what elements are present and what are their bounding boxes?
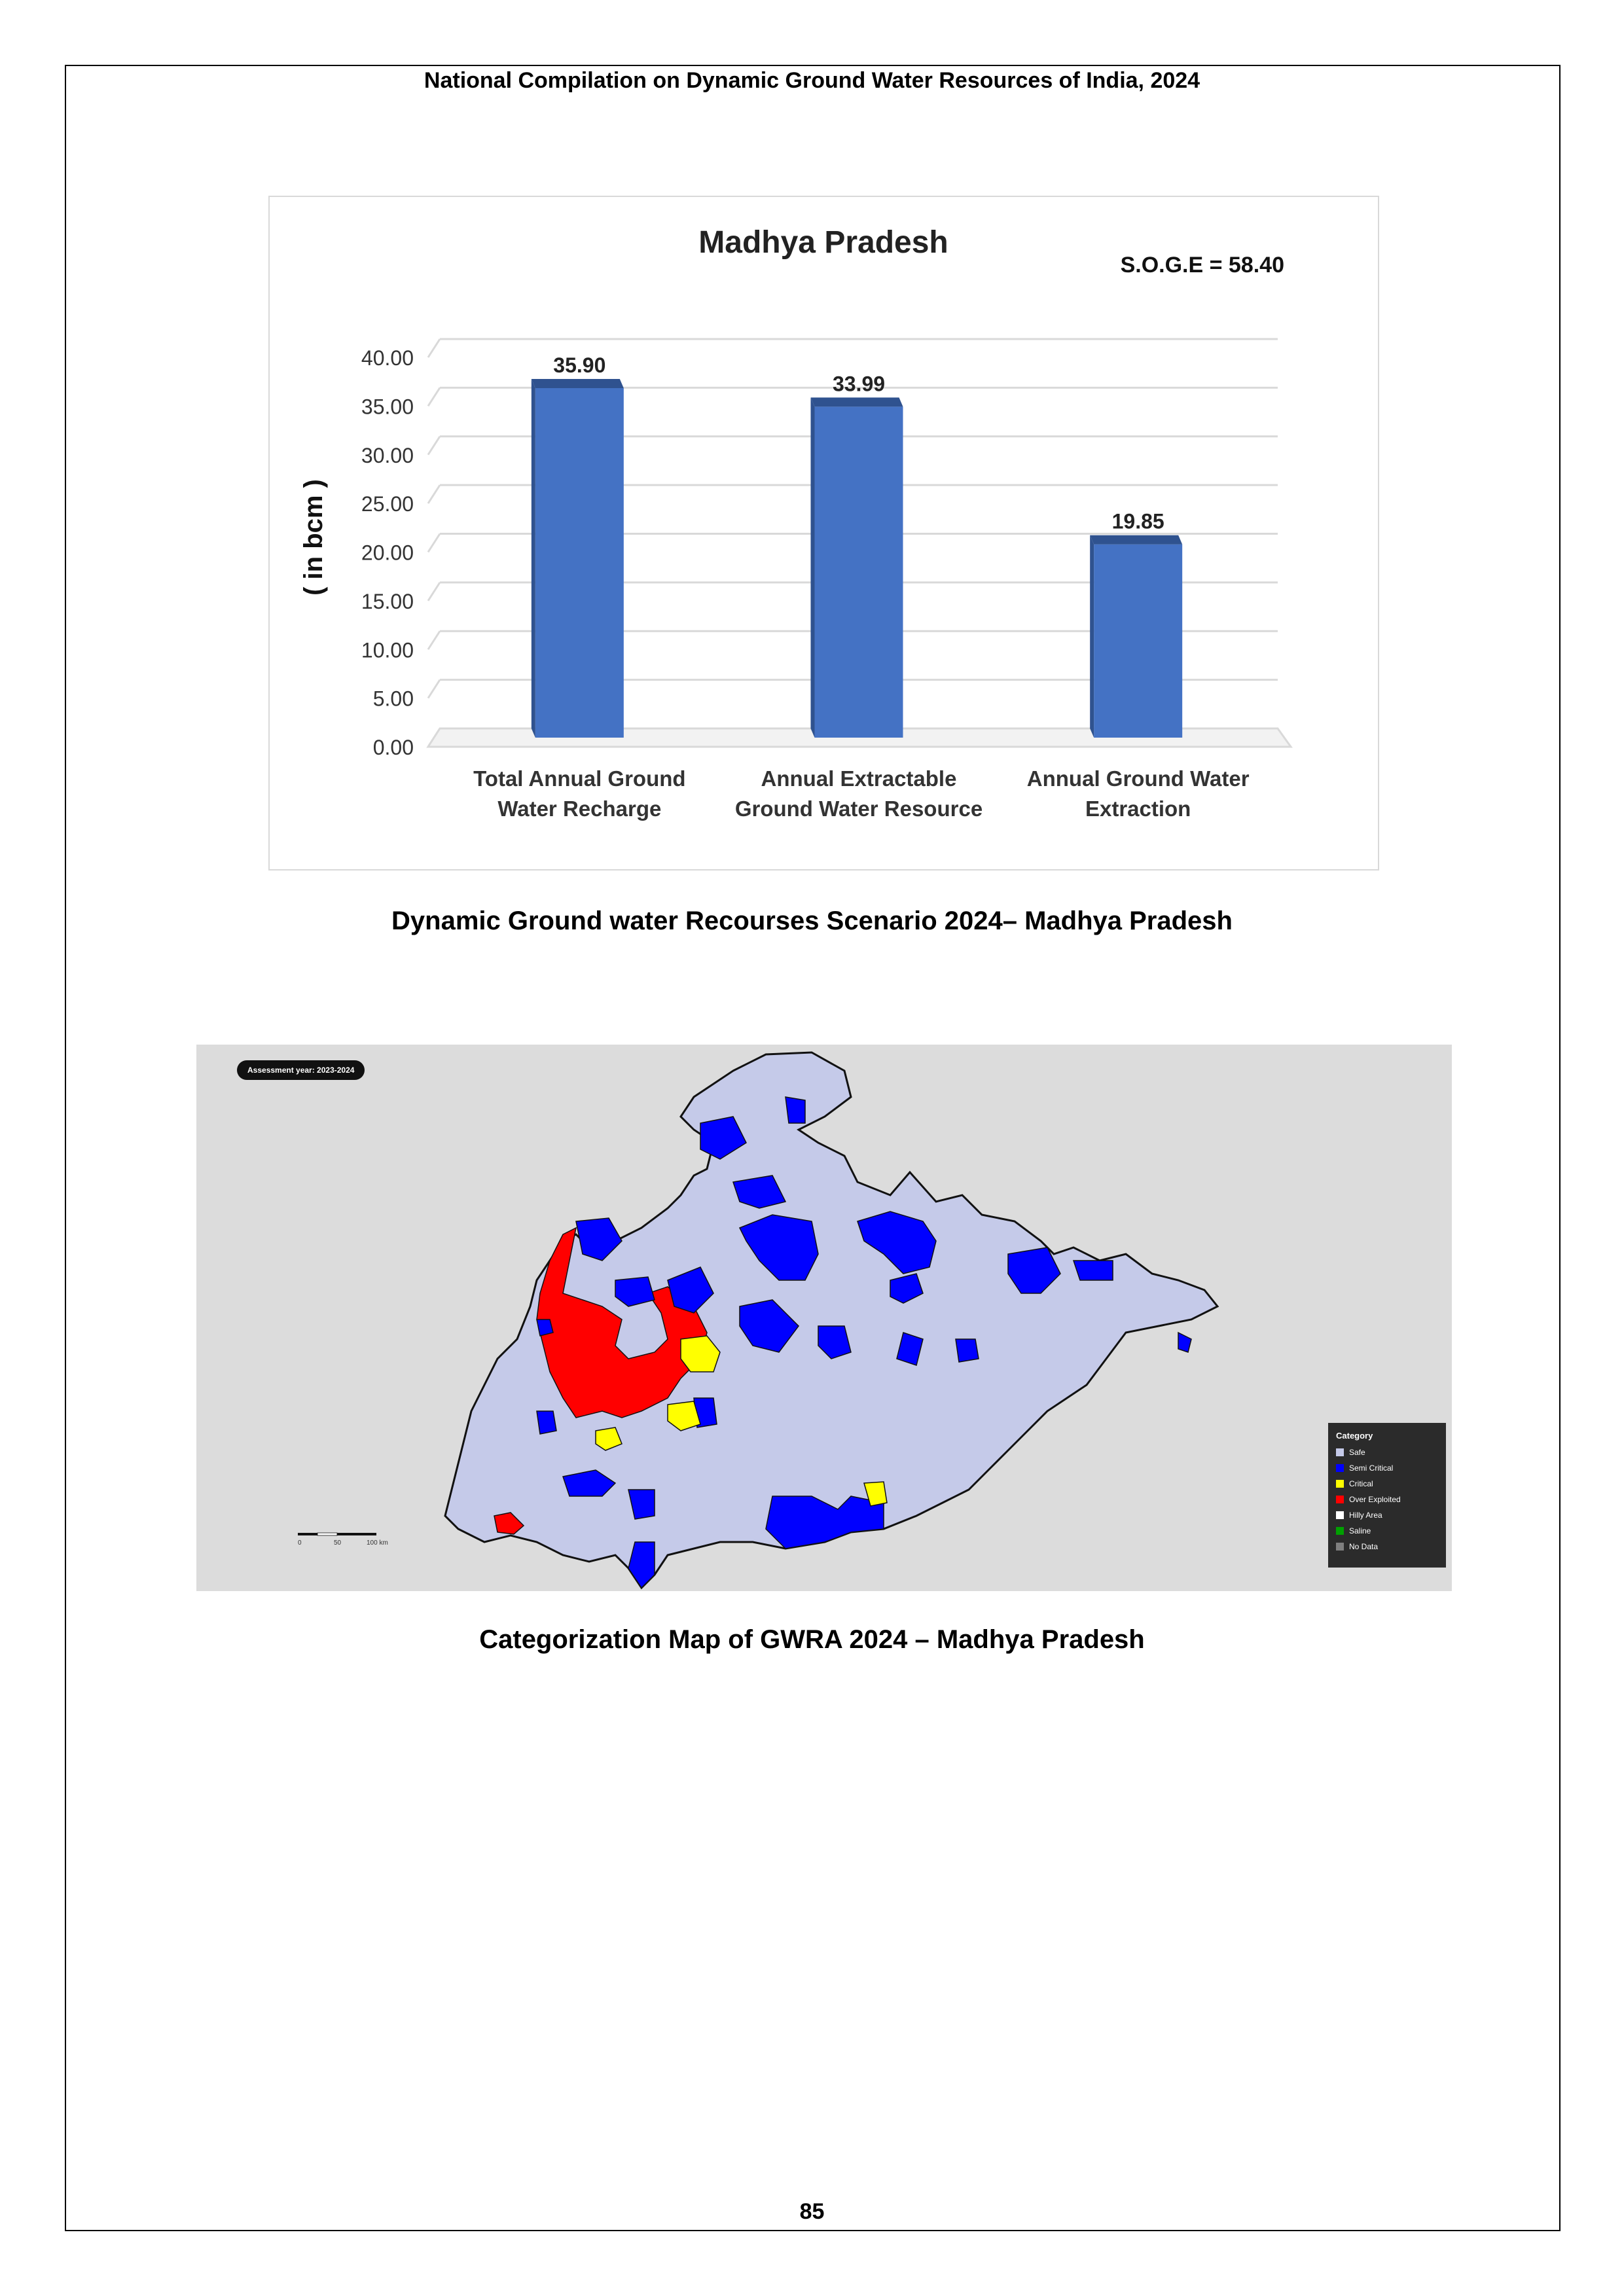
gridline-side — [427, 533, 441, 553]
y-tick-label: 10.00 — [361, 638, 414, 662]
bar — [1094, 544, 1183, 738]
y-tick-label: 15.00 — [361, 590, 414, 613]
legend-title: Category — [1336, 1431, 1373, 1441]
legend-item: Hilly Area — [1336, 1507, 1438, 1523]
category-label: Annual Extractable — [761, 766, 957, 791]
scale-label-50: 50 — [334, 1539, 342, 1547]
bar-value-label: 19.85 — [1112, 510, 1164, 533]
y-axis-label: ( in bcm ) — [299, 479, 328, 596]
legend-label: Saline — [1349, 1526, 1371, 1535]
gridline-side — [427, 338, 441, 358]
legend-item: Saline — [1336, 1523, 1438, 1539]
legend-item: Safe — [1336, 1444, 1438, 1460]
page-border — [65, 65, 1561, 2231]
legend-label: Hilly Area — [1349, 1511, 1382, 1520]
bar-value-label: 35.90 — [553, 353, 605, 377]
y-tick-label: 20.00 — [361, 541, 414, 565]
legend-item: No Data — [1336, 1539, 1438, 1554]
legend-item: Semi Critical — [1336, 1460, 1438, 1476]
gridline-side — [427, 679, 441, 699]
map-legend: Category Safe Semi Critical Critical Over E… — [1328, 1423, 1446, 1568]
y-tick-label: 5.00 — [373, 687, 414, 711]
legend-swatch — [1336, 1543, 1344, 1551]
legend-swatch — [1336, 1448, 1344, 1456]
category-label: Ground Water Resource — [735, 797, 983, 821]
bar-side — [810, 397, 815, 738]
y-tick-label: 0.00 — [373, 736, 414, 759]
regions-critical — [595, 1335, 888, 1507]
y-tick-label: 25.00 — [361, 492, 414, 516]
legend-swatch — [1336, 1464, 1344, 1472]
legend-label: Safe — [1349, 1448, 1365, 1457]
y-tick-label: 40.00 — [361, 346, 414, 370]
gridline-side — [427, 435, 441, 456]
chart-caption: Dynamic Ground water Recourses Scenario … — [391, 906, 1233, 935]
y-tick-label: 35.00 — [361, 395, 414, 418]
category-label: Extraction — [1085, 797, 1191, 821]
categorization-map: Assessment year: 2023-2024 — [196, 1045, 1452, 1591]
page-number: 85 — [799, 2199, 825, 2224]
soge-annotation: S.O.G.E = 58.40 — [1121, 253, 1284, 278]
gridline-side — [427, 484, 441, 504]
bar — [814, 406, 903, 738]
gridline-side — [427, 582, 441, 601]
chart-container: Madhya Pradesh S.O.G.E = 58.40 ( in bcm … — [268, 196, 1379, 870]
scale-label-0: 0 — [298, 1539, 302, 1547]
category-labels: Total Annual Ground Water Recharge Annual … — [473, 766, 1250, 821]
legend-swatch — [1336, 1496, 1344, 1503]
gridline-side — [427, 630, 441, 651]
legend-swatch — [1336, 1480, 1344, 1488]
bar-side — [531, 378, 535, 738]
category-label: Annual Ground Water — [1027, 766, 1250, 791]
y-ticks: 0.00 5.00 10.00 15.00 20.00 25.00 30.00 35.00 40… — [361, 346, 414, 759]
legend-label: Critical — [1349, 1479, 1373, 1488]
region-over-exploited-2 — [494, 1512, 525, 1535]
legend-label: Semi Critical — [1349, 1463, 1394, 1473]
legend-label: Over Exploited — [1349, 1495, 1401, 1504]
bar — [535, 387, 624, 738]
gridline-side — [427, 387, 441, 407]
legend-item: Over Exploited — [1336, 1492, 1438, 1507]
legend-item: Critical — [1336, 1476, 1438, 1492]
bar-top — [531, 378, 624, 388]
legend-label: No Data — [1349, 1542, 1379, 1551]
map-caption: Categorization Map of GWRA 2024 – Madhya… — [479, 1625, 1145, 1654]
state-map — [444, 1051, 1219, 1590]
legend-swatch — [1336, 1527, 1344, 1535]
scale-label-100: 100 km — [367, 1539, 388, 1547]
category-label: Total Annual Ground — [473, 766, 685, 791]
y-tick-label: 30.00 — [361, 444, 414, 467]
bar-top — [810, 397, 903, 407]
category-label: Water Recharge — [497, 797, 661, 821]
bar-side — [1090, 535, 1094, 738]
bar-chart: Madhya Pradesh S.O.G.E = 58.40 ( in bcm … — [299, 225, 1293, 821]
chart-title: Madhya Pradesh — [698, 225, 948, 260]
assessment-year-badge: Assessment year: 2023-2024 — [237, 1060, 365, 1080]
bar-top — [1090, 535, 1183, 545]
page-header: National Compilation on Dynamic Ground W… — [424, 68, 1200, 93]
legend-swatch — [1336, 1511, 1344, 1519]
map-scale-bar: 0 50 100 km — [298, 1532, 388, 1547]
bars: 35.90 33.99 19.85 — [531, 353, 1183, 738]
bar-value-label: 33.99 — [833, 372, 885, 395]
